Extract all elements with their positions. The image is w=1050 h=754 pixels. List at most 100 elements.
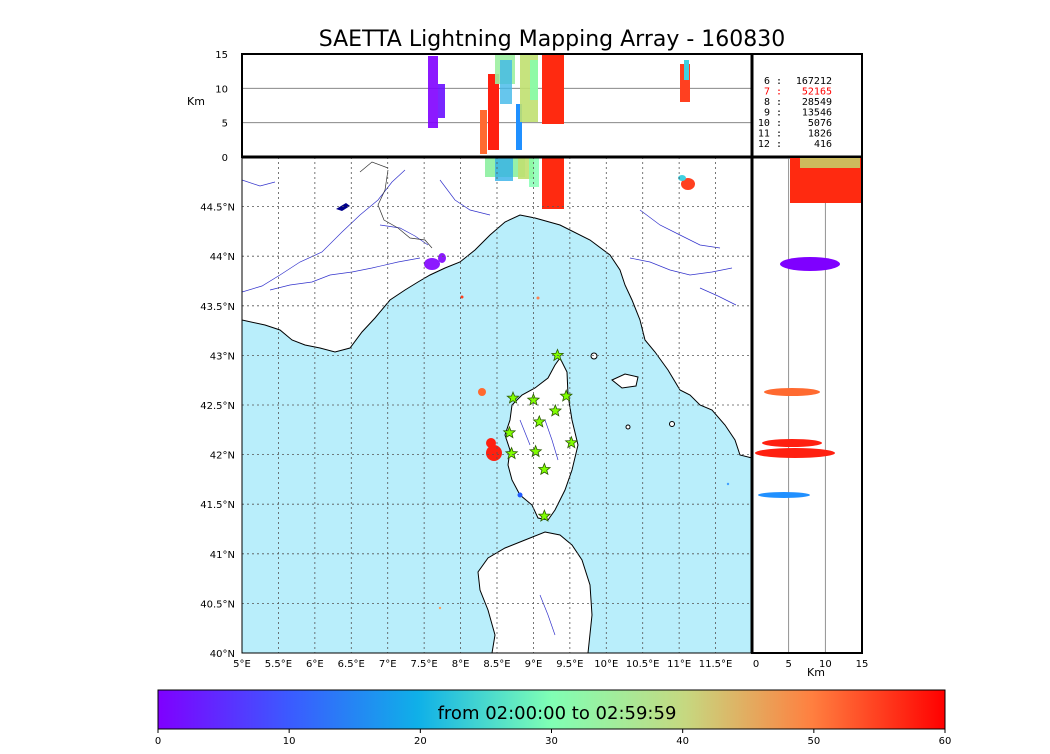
- station-markers: [502, 348, 579, 522]
- station-star-icon: [502, 425, 517, 439]
- count-row-label: 11 :: [758, 129, 782, 140]
- count-row-value: 167212: [796, 76, 832, 87]
- cluster-corsica-red: [486, 438, 502, 461]
- station-star-icon: [532, 414, 547, 428]
- side-tick-label: 5: [785, 659, 791, 670]
- colorbar-gradient: [157, 689, 946, 730]
- side-tick-label: 0: [753, 659, 759, 670]
- altitude-lat-panel: 0 5 10 15 Km: [751, 156, 869, 679]
- station-star-icon: [506, 391, 520, 404]
- count-row-value: 416: [814, 139, 832, 150]
- colorbar-tick-label: 50: [807, 736, 820, 747]
- station-star-icon: [564, 435, 579, 449]
- side-tick-label: 10: [819, 659, 832, 670]
- count-row-value: 52165: [802, 87, 832, 98]
- map-tick-labels: 5°E 5.5°E 6°E 6.5°E 7°E 7.5°E 8°E 8.5°E 9°E 9.5°E…: [200, 203, 732, 670]
- lon-tick-label: 7.5°E: [411, 659, 438, 670]
- station-star-icon: [559, 388, 573, 402]
- scatter-dot: [536, 296, 540, 300]
- cluster-north-rainbow: [485, 157, 564, 209]
- lon-tick-label: 9°E: [525, 659, 543, 670]
- corsica-lake: [517, 492, 523, 498]
- altitude-tick-label: 10: [215, 84, 228, 95]
- altitude-axis-label: Km: [187, 95, 205, 108]
- colorbar-tick-label: 40: [676, 736, 689, 747]
- giglio-island: [669, 421, 675, 427]
- lightning-sources-altitude: [428, 54, 690, 154]
- station-star-icon: [528, 444, 543, 458]
- colorbar-ticks: 0 10 20 30 40 50 60: [155, 729, 952, 747]
- lightning-sources-map: [424, 157, 730, 610]
- station-star-icon: [550, 348, 565, 362]
- altitude-tick-label: 15: [215, 50, 228, 61]
- count-row-value: 5076: [808, 118, 832, 129]
- side-axis-label: Km: [807, 666, 825, 679]
- cluster-corsica-orange: [478, 388, 486, 396]
- elba-island: [611, 373, 639, 389]
- map-panel: 5°E 5.5°E 6°E 6.5°E 7°E 7.5°E 8°E 8.5°E 9°E 9.5°E…: [200, 156, 753, 670]
- count-row-label: 9 :: [764, 108, 782, 119]
- cluster-liguria-violet: [424, 253, 446, 270]
- lat-tick-label: 40.5°N: [200, 599, 235, 610]
- figure-title: SAETTA Lightning Mapping Array - 160830: [319, 27, 786, 52]
- lat-tick-label: 44.5°N: [200, 203, 235, 214]
- lon-tick-label: 7°E: [379, 659, 397, 670]
- altitude-tick-labels: 15 10 5 0: [215, 50, 228, 164]
- count-row-value: 13546: [802, 108, 832, 119]
- station-star-icon: [504, 446, 519, 460]
- scatter-dot: [438, 606, 442, 610]
- lon-tick-label: 5°E: [233, 659, 251, 670]
- lon-tick-label: 5.5°E: [265, 659, 292, 670]
- colorbar-tick-label: 10: [283, 736, 296, 747]
- count-row-label: 7 :: [764, 87, 782, 98]
- scatter-dot: [726, 482, 730, 486]
- altitude-lon-panel: 15 10 5 0 Km: [187, 50, 863, 653]
- lon-tick-label: 6.5°E: [338, 659, 365, 670]
- cluster-tuscany-red: [678, 175, 695, 190]
- lon-tick-label: 11°E: [667, 659, 691, 670]
- lon-tick-label: 8.5°E: [483, 659, 510, 670]
- lat-tick-label: 43°N: [210, 351, 235, 362]
- rivers: [242, 169, 737, 636]
- lat-tick-label: 44°N: [210, 252, 235, 263]
- count-row-label: 12 :: [758, 139, 782, 150]
- scatter-dot: [460, 295, 464, 299]
- mainland-land: [242, 157, 752, 459]
- lightning-sources-side: [755, 158, 862, 498]
- count-row-value: 28549: [802, 97, 832, 108]
- map-gridlines: [242, 157, 752, 653]
- side-tick-labels: 0 5 10 15: [753, 659, 869, 670]
- flash-count-table: 6 : 167212 7 : 52165 8 : 28549 9 : 13546 10 : 507…: [758, 76, 832, 150]
- lon-tick-label: 6°E: [306, 659, 324, 670]
- lon-tick-label: 10°E: [594, 659, 618, 670]
- country-border-north: [359, 161, 389, 173]
- colorbar-label: from 02:00:00 to 02:59:59: [438, 703, 677, 724]
- count-row-value: 1826: [808, 129, 832, 140]
- colorbar-tick-label: 30: [545, 736, 558, 747]
- lat-tick-label: 43.5°N: [200, 302, 235, 313]
- lat-tick-label: 42.5°N: [200, 401, 235, 412]
- count-row-label: 6 :: [764, 76, 782, 87]
- altitude-tick-label: 5: [222, 119, 228, 130]
- lat-tick-label: 42°N: [210, 451, 235, 462]
- lon-tick-label: 10.5°E: [626, 659, 660, 670]
- colorbar-tick-label: 0: [155, 736, 161, 747]
- montecristo-island: [625, 424, 631, 430]
- station-star-icon: [548, 403, 563, 417]
- altitude-tick-label: 0: [222, 153, 228, 164]
- capraia-island: [590, 352, 598, 360]
- lon-tick-label: 11.5°E: [699, 659, 733, 670]
- station-star-icon: [537, 462, 552, 476]
- count-row-label: 10 :: [758, 118, 782, 129]
- country-border: [377, 169, 433, 249]
- colorbar-tick-label: 20: [414, 736, 427, 747]
- lon-tick-label: 9.5°E: [556, 659, 583, 670]
- lat-tick-label: 40°N: [210, 649, 235, 660]
- side-panel-frame: [751, 156, 863, 654]
- lat-tick-label: 41°N: [210, 550, 235, 561]
- count-row-label: 8 :: [764, 97, 782, 108]
- side-gridlines: [788, 157, 826, 653]
- station-star-icon: [537, 509, 552, 522]
- colorbar-tick-label: 60: [939, 736, 952, 747]
